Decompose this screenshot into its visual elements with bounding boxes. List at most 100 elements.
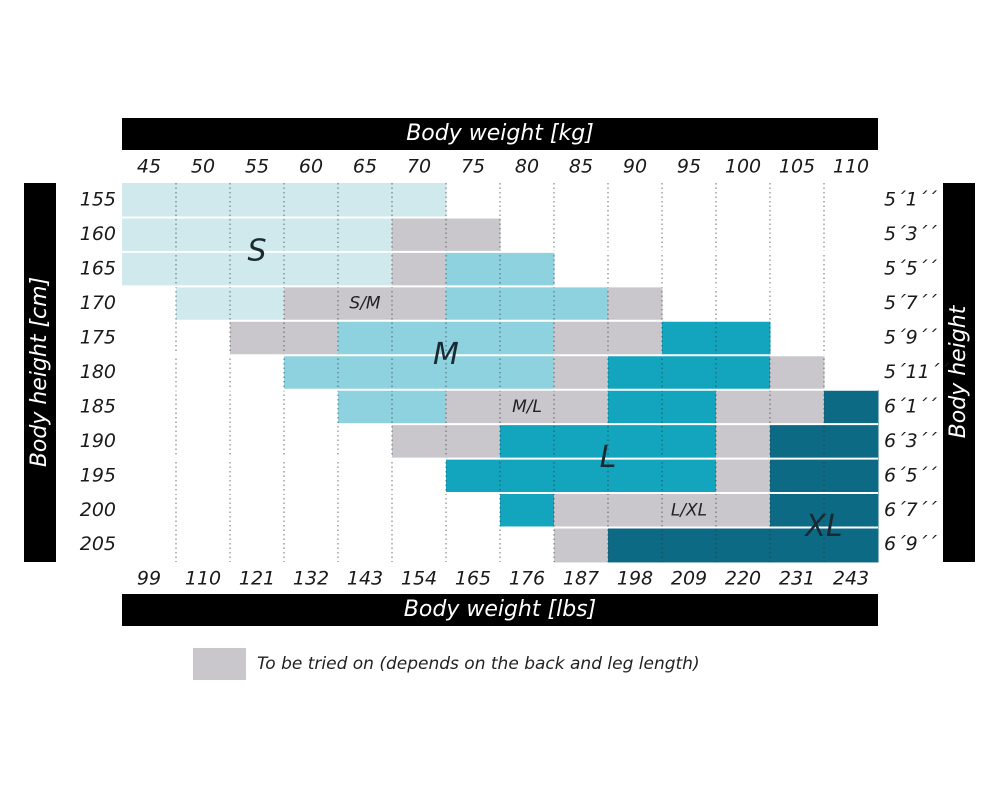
cell bbox=[230, 217, 285, 253]
kg-tick: 100 bbox=[725, 156, 761, 178]
cell bbox=[122, 251, 177, 287]
cell bbox=[176, 251, 231, 287]
lbs-tick: 209 bbox=[671, 568, 707, 590]
cell bbox=[284, 286, 339, 322]
ft-tick: 5´3´´ bbox=[884, 223, 937, 245]
ft-tick: 6´5´´ bbox=[884, 464, 937, 486]
kg-tick: 55 bbox=[245, 156, 269, 178]
kg-tick: 85 bbox=[569, 156, 593, 178]
cm-tick: 155 bbox=[80, 189, 116, 211]
cell bbox=[716, 424, 771, 460]
ft-tick: 5´11´´ bbox=[884, 361, 949, 383]
kg-tick: 70 bbox=[407, 156, 431, 178]
ft-tick: 6´3´´ bbox=[884, 430, 937, 452]
cell bbox=[230, 251, 285, 287]
size-label: XL bbox=[803, 509, 842, 544]
cell bbox=[662, 355, 717, 391]
cm-tick: 160 bbox=[80, 223, 116, 245]
cell bbox=[662, 493, 717, 528]
cell bbox=[284, 355, 339, 391]
size-label: L/XL bbox=[671, 500, 707, 520]
cell bbox=[662, 527, 717, 563]
cell bbox=[284, 320, 339, 356]
cell bbox=[284, 217, 339, 253]
cell bbox=[770, 458, 825, 494]
cell bbox=[554, 458, 609, 494]
cell bbox=[392, 183, 447, 218]
cell bbox=[662, 389, 717, 425]
ft-tick: 5´5´´ bbox=[884, 258, 937, 280]
cell bbox=[500, 286, 555, 322]
cell bbox=[716, 355, 771, 391]
cell bbox=[554, 355, 609, 391]
cell bbox=[554, 286, 609, 322]
cm-tick: 200 bbox=[80, 499, 116, 521]
legend-swatch bbox=[193, 648, 246, 680]
cm-tick: 205 bbox=[80, 533, 116, 555]
lbs-tick: 99 bbox=[137, 568, 161, 590]
cm-tick: 165 bbox=[80, 258, 116, 280]
cell bbox=[716, 493, 771, 528]
cell bbox=[716, 389, 771, 425]
cell bbox=[446, 424, 501, 460]
cell bbox=[284, 183, 339, 218]
kg-tick: 75 bbox=[461, 156, 485, 178]
kg-tick: 45 bbox=[137, 156, 161, 178]
kg-tick: 110 bbox=[833, 156, 869, 178]
size-label: M bbox=[433, 337, 459, 372]
cell bbox=[500, 251, 555, 287]
cell bbox=[824, 389, 879, 425]
cell bbox=[608, 527, 663, 563]
cell bbox=[446, 251, 501, 287]
cell bbox=[608, 355, 663, 391]
cell bbox=[824, 493, 879, 528]
kg-tick: 90 bbox=[623, 156, 647, 178]
cell bbox=[716, 320, 771, 356]
ft-tick: 6´1´´ bbox=[884, 395, 937, 417]
cell bbox=[392, 355, 447, 391]
cell bbox=[824, 424, 879, 460]
lbs-tick: 121 bbox=[239, 568, 275, 590]
cell bbox=[500, 320, 555, 356]
cell bbox=[338, 183, 393, 218]
left-bar bbox=[24, 183, 56, 562]
cell bbox=[500, 389, 555, 425]
cell bbox=[662, 458, 717, 494]
cell bbox=[770, 355, 825, 391]
cell bbox=[230, 286, 285, 322]
cell bbox=[230, 183, 285, 218]
lbs-tick: 165 bbox=[455, 568, 491, 590]
lbs-tick: 154 bbox=[401, 568, 437, 590]
cell bbox=[716, 527, 771, 563]
cell bbox=[392, 251, 447, 287]
ft-tick: 5´7´´ bbox=[884, 292, 937, 314]
lbs-tick: 176 bbox=[509, 568, 545, 590]
kg-tick: 105 bbox=[779, 156, 815, 178]
cell bbox=[446, 286, 501, 322]
cell bbox=[122, 183, 177, 218]
bottom-bar bbox=[122, 594, 878, 626]
bottom-title: Body weight [lbs] bbox=[404, 597, 596, 622]
cell bbox=[770, 424, 825, 460]
cell bbox=[338, 251, 393, 287]
cell bbox=[338, 389, 393, 425]
cell bbox=[608, 389, 663, 425]
cell bbox=[446, 458, 501, 494]
cell bbox=[500, 493, 555, 528]
cell bbox=[770, 389, 825, 425]
cell bbox=[824, 458, 879, 494]
top-title: Body weight [kg] bbox=[406, 121, 594, 146]
cell bbox=[392, 389, 447, 425]
cell bbox=[554, 424, 609, 460]
cell bbox=[608, 458, 663, 494]
cm-tick: 195 bbox=[80, 464, 116, 486]
cm-tick: 175 bbox=[80, 327, 116, 349]
kg-tick: 95 bbox=[677, 156, 701, 178]
cell bbox=[338, 355, 393, 391]
ft-tick: 6´7´´ bbox=[884, 499, 937, 521]
cell bbox=[662, 320, 717, 356]
left-title: Body height [cm] bbox=[27, 277, 52, 467]
cell bbox=[446, 217, 501, 253]
lbs-tick: 143 bbox=[347, 568, 383, 590]
cell bbox=[770, 527, 825, 563]
